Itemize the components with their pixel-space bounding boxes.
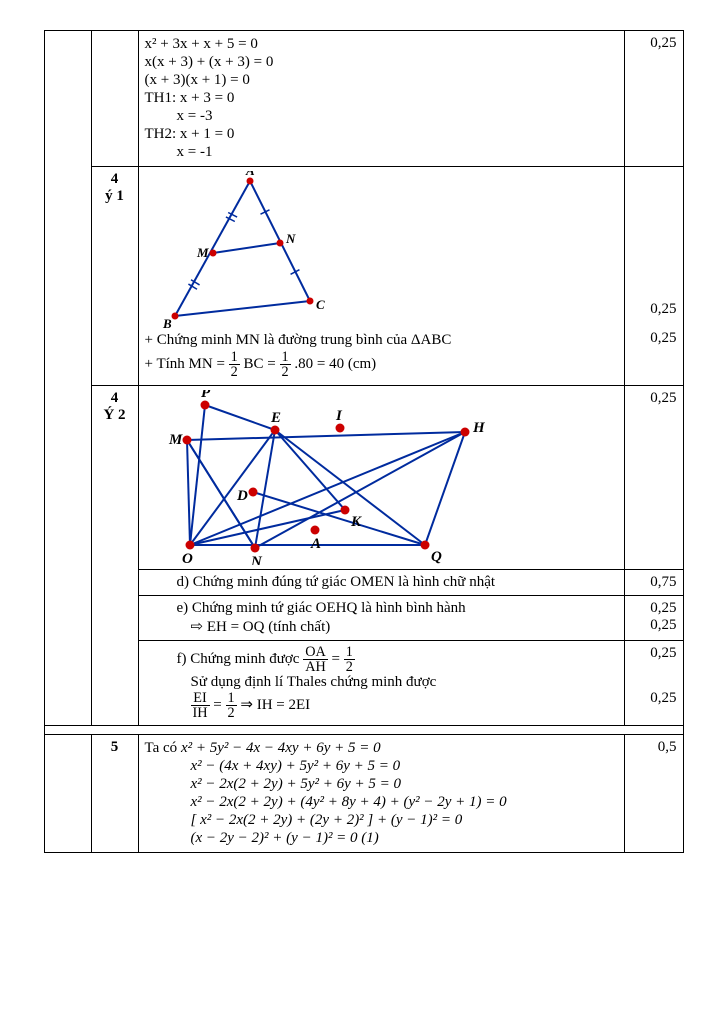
svg-text:M: M: [168, 432, 183, 448]
lbl: 4: [111, 171, 119, 187]
svg-text:K: K: [350, 514, 362, 530]
n: 1: [226, 691, 237, 705]
t: =: [332, 651, 344, 667]
t: d) Chứng minh đúng tứ giác OMEN là hình …: [145, 574, 496, 590]
stmt: + Chứng minh MN là đường trung bình của …: [145, 332, 618, 349]
svg-text:A: A: [310, 536, 321, 552]
s: 0,25: [631, 690, 677, 707]
frac-half: 12: [229, 350, 240, 380]
svg-text:H: H: [472, 420, 486, 436]
case2: TH2: x + 1 = 0: [145, 126, 618, 143]
row5-content: Ta có x² + 5y² − 4x − 4xy + 6y + 5 = 0 x…: [138, 734, 624, 852]
eq: x² + 5y² − 4x − 4xy + 6y + 5 = 0: [181, 740, 381, 756]
t: BC =: [244, 356, 280, 372]
t: ⇨ EH = OQ (tính chất): [145, 617, 618, 636]
line2: Sử dụng định lí Thales chứng minh được: [145, 674, 618, 691]
n: OA: [303, 645, 328, 659]
row1-content: x² + 3x + x + 5 = 0 x(x + 3) + (x + 3) =…: [138, 31, 624, 167]
q-number-blank: [91, 31, 138, 167]
line3: EI IH = 1 2 ⇒ IH = 2EI: [145, 691, 618, 721]
d: 2: [344, 659, 355, 674]
svg-text:P: P: [201, 390, 211, 401]
row3d-score: 0,75: [624, 569, 683, 595]
svg-text:D: D: [236, 488, 248, 504]
case2-sol: x = -1: [145, 144, 618, 161]
frac: 1 2: [226, 691, 237, 721]
d: 2: [226, 705, 237, 720]
d: IH: [191, 705, 210, 720]
eq: x² − 2x(2 + 2y) + 5y² + 6y + 5 = 0: [191, 776, 402, 792]
s: 0,25: [631, 617, 677, 634]
eq: (x + 3)(x + 1) = 0: [145, 72, 618, 89]
svg-text:N: N: [285, 231, 296, 246]
t: f) Chứng minh được: [177, 651, 304, 667]
s: 0,25: [631, 600, 677, 617]
svg-text:B: B: [162, 316, 172, 331]
left-margin: [44, 734, 91, 852]
row3f: f) Chứng minh được OA AH = 1 2 Sử dụng đ…: [138, 640, 624, 725]
triangle-diagram: A B C M N: [145, 171, 345, 331]
svg-text:E: E: [270, 410, 281, 426]
s: 0,25: [631, 301, 677, 318]
case1-sol: x = -3: [145, 108, 618, 125]
case1: TH1: x + 3 = 0: [145, 90, 618, 107]
svg-text:Q: Q: [431, 549, 442, 565]
row3e-scores: 0,25 0,25: [624, 595, 683, 640]
svg-text:I: I: [335, 408, 343, 424]
line0: Ta có x² + 5y² − 4x − 4xy + 6y + 5 = 0: [145, 740, 618, 757]
eq: x² + 3x + x + 5 = 0: [145, 36, 618, 53]
q4y1-label: 4 ý 1: [91, 167, 138, 386]
q4y2-label: 4 Ý 2: [91, 385, 138, 725]
t: ⇒ IH = 2EI: [240, 697, 310, 713]
row3e: e) Chứng minh tứ giác OEHQ là hình bình …: [138, 595, 624, 640]
t: Ta có: [145, 740, 181, 756]
n: EI: [191, 691, 210, 705]
frac-half: 12: [280, 350, 291, 380]
eq: x² − (4x + 4xy) + 5y² + 6y + 5 = 0: [191, 758, 401, 774]
frac: OA AH: [303, 645, 328, 675]
row1-score: 0,25: [624, 31, 683, 167]
geometry-diagram: P E I H M D K A O N Q: [145, 390, 505, 565]
row2-content: A B C M N + Chứng minh MN là đường trung bìn…: [138, 167, 624, 386]
svg-text:N: N: [250, 554, 263, 565]
line1: f) Chứng minh được OA AH = 1 2: [145, 645, 618, 675]
q5-label: 5: [91, 734, 138, 852]
row3f-scores: 0,25 0,25: [624, 640, 683, 725]
svg-text:M: M: [196, 245, 209, 260]
row2-scores: 0,25 0,25: [624, 167, 683, 386]
s: 0,25: [631, 330, 677, 347]
s: 0,25: [631, 645, 677, 662]
frac: EI IH: [191, 691, 210, 721]
n: 1: [344, 645, 355, 659]
t: + Tính MN =: [145, 356, 229, 372]
svg-text:O: O: [182, 551, 193, 565]
d: AH: [303, 659, 328, 674]
left-margin-cell: [44, 31, 91, 726]
lbl: ý 1: [105, 188, 124, 204]
frac: 1 2: [344, 645, 355, 675]
eq: [ x² − 2x(2 + 2y) + (2y + 2)² ] + (y − 1…: [191, 812, 463, 828]
svg-text:A: A: [245, 171, 255, 178]
t: .80 = 40 (cm): [294, 356, 376, 372]
row3-score-top: 0,25: [624, 385, 683, 569]
t: e) Chứng minh tứ giác OEHQ là hình bình …: [145, 600, 618, 617]
lbl: 4: [111, 390, 119, 406]
row5-score: 0,5: [624, 734, 683, 852]
stmt2: + Tính MN = 12 BC = 12 .80 = 40 (cm): [145, 350, 618, 380]
eq: x(x + 3) + (x + 3) = 0: [145, 54, 618, 71]
row3d: d) Chứng minh đúng tứ giác OMEN là hình …: [138, 569, 624, 595]
eq: x² − 2x(2 + 2y) + (4y² + 8y + 4) + (y² −…: [191, 794, 507, 810]
svg-text:C: C: [316, 297, 325, 312]
solution-table: x² + 3x + x + 5 = 0 x(x + 3) + (x + 3) =…: [44, 30, 684, 853]
spacer: [44, 725, 683, 734]
row3-diagram-cell: P E I H M D K A O N Q: [138, 385, 624, 569]
t: =: [213, 697, 225, 713]
lbl: Ý 2: [103, 407, 125, 423]
eq: (x − 2y − 2)² + (y − 1)² = 0 (1): [191, 830, 379, 846]
